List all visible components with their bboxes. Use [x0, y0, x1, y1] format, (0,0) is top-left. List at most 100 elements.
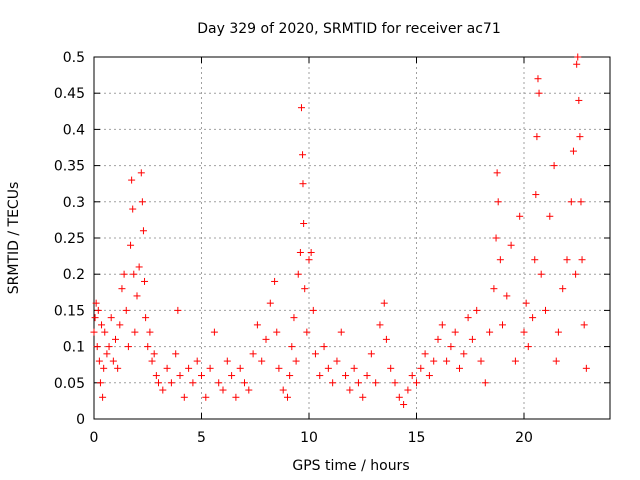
data-point	[189, 379, 197, 387]
data-point	[299, 180, 307, 188]
x-axis-label: GPS time / hours	[292, 458, 409, 474]
data-point	[537, 270, 545, 278]
data-point	[96, 379, 104, 387]
data-point	[535, 89, 543, 97]
data-point	[137, 169, 145, 177]
data-point	[112, 335, 119, 343]
data-point	[146, 328, 154, 336]
data-point	[284, 393, 291, 401]
data-point	[266, 299, 274, 307]
data-point	[574, 53, 582, 61]
data-point	[142, 314, 150, 322]
data-point	[572, 270, 580, 278]
data-point	[124, 343, 132, 351]
data-point	[493, 169, 501, 177]
y-tick-label: 0.45	[54, 86, 85, 102]
data-point	[109, 357, 117, 365]
data-point	[133, 292, 141, 300]
data-point	[202, 393, 210, 401]
data-point	[107, 314, 115, 322]
data-point	[148, 357, 156, 365]
data-point	[400, 401, 408, 409]
data-point	[534, 75, 542, 83]
data-point	[301, 285, 309, 293]
data-point	[92, 299, 100, 307]
data-point	[354, 379, 362, 387]
data-point	[150, 350, 158, 358]
data-point	[567, 198, 575, 206]
data-point	[546, 212, 554, 220]
data-point	[90, 328, 98, 336]
data-point	[531, 256, 539, 264]
data-point	[582, 364, 590, 372]
data-point	[309, 306, 317, 314]
y-tick-label: 0.2	[63, 267, 85, 283]
data-point	[404, 386, 412, 394]
data-point	[481, 379, 489, 387]
data-point	[468, 335, 476, 343]
data-point	[329, 379, 337, 387]
data-point	[279, 386, 287, 394]
data-point	[262, 335, 270, 343]
data-point	[116, 321, 124, 329]
data-point	[576, 133, 584, 141]
data-point	[135, 263, 143, 271]
plot-frame	[93, 56, 611, 420]
data-point	[290, 314, 298, 322]
data-point	[382, 335, 390, 343]
data-point	[580, 321, 588, 329]
data-point	[144, 343, 152, 351]
data-point	[532, 191, 540, 199]
data-point	[167, 379, 175, 387]
y-tick-label: 0.1	[63, 340, 85, 356]
data-point	[193, 357, 201, 365]
data-point	[438, 321, 446, 329]
data-point	[253, 321, 261, 329]
data-point	[271, 277, 279, 285]
data-point	[305, 256, 313, 264]
data-point	[529, 314, 537, 322]
data-point	[511, 357, 519, 365]
chart-title: Day 329 of 2020, SRMTID for receiver ac7…	[197, 21, 501, 37]
y-axis-label: SRMTID / TECUs	[6, 182, 22, 295]
data-point	[249, 350, 257, 358]
data-point	[303, 328, 311, 336]
data-point	[206, 364, 214, 372]
data-point	[174, 306, 182, 314]
data-point	[524, 343, 532, 351]
data-point	[413, 379, 420, 387]
data-point	[163, 364, 171, 372]
data-point	[387, 364, 395, 372]
data-point	[245, 386, 253, 394]
data-point	[443, 357, 451, 365]
data-point	[490, 285, 498, 293]
data-point	[494, 198, 502, 206]
data-point	[98, 321, 106, 329]
data-point	[563, 256, 571, 264]
data-point	[447, 343, 455, 351]
y-tick-label: 0.3	[63, 195, 85, 211]
data-point	[477, 357, 485, 365]
grid-lines	[94, 57, 610, 419]
data-point	[575, 96, 583, 104]
data-point	[577, 198, 585, 206]
data-points	[90, 53, 590, 409]
data-point	[130, 270, 138, 278]
axis-ticks: 0 0.05 0.1 0.15 0.2 0.25 0.3 0.35 0.4 0.45 0.5 0 5 10…	[54, 50, 610, 446]
data-point	[425, 372, 433, 380]
data-point	[223, 357, 231, 365]
data-point	[91, 314, 99, 322]
data-point	[198, 372, 205, 380]
data-point	[139, 227, 147, 235]
data-point	[550, 162, 558, 170]
y-tick-label: 0.5	[63, 50, 85, 66]
data-point	[128, 176, 136, 184]
data-point	[232, 393, 240, 401]
data-point	[288, 343, 296, 351]
data-point	[99, 393, 107, 401]
y-tick-label: 0.05	[54, 376, 85, 392]
data-point	[94, 306, 102, 314]
data-point	[578, 256, 586, 264]
data-point	[359, 393, 367, 401]
